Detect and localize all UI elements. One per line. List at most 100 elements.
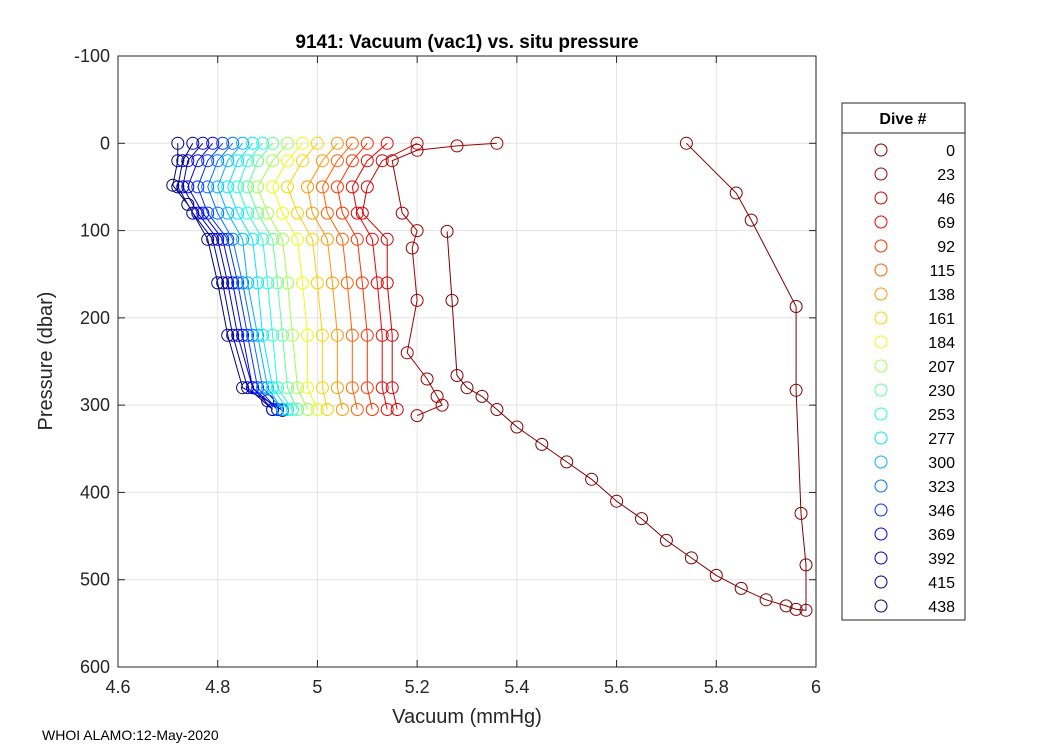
legend-label: 23: [937, 167, 955, 184]
data-point: [191, 206, 205, 220]
data-point: [385, 154, 399, 168]
series-46: [355, 136, 424, 416]
series-161: [281, 136, 334, 416]
data-point: [296, 276, 309, 290]
data-point: [679, 136, 693, 150]
data-point: [171, 180, 185, 194]
data-point: [236, 136, 250, 150]
series-line: [182, 142, 273, 410]
legend-marker: [874, 239, 888, 253]
data-point: [305, 232, 319, 246]
data-point: [435, 398, 449, 412]
data-point: [281, 403, 294, 416]
legend-marker: [874, 167, 888, 181]
data-point: [475, 389, 489, 403]
data-point: [221, 232, 235, 246]
data-point: [799, 558, 813, 572]
data-point: [330, 136, 344, 150]
series-184: [266, 136, 324, 416]
data-point: [256, 328, 270, 342]
data-point: [330, 154, 344, 168]
legend-marker: [874, 359, 888, 373]
data-point: [271, 276, 284, 290]
data-point: [375, 154, 389, 168]
data-point: [241, 180, 255, 194]
data-point: [251, 328, 265, 342]
data-point: [400, 346, 414, 360]
series-line: [391, 142, 497, 417]
series-line: [217, 142, 283, 410]
data-point: [231, 154, 245, 168]
legend-label: 207: [928, 359, 955, 376]
data-point: [360, 381, 374, 395]
legend-label: 230: [928, 383, 955, 400]
data-point: [330, 180, 344, 194]
data-point: [350, 403, 364, 416]
series-207: [251, 136, 314, 416]
series-69: [345, 136, 394, 416]
data-point: [281, 381, 294, 395]
legend-marker: [874, 191, 888, 205]
data-point: [799, 603, 813, 617]
data-point: [251, 381, 265, 395]
series-line: [257, 142, 308, 410]
legend-label: 46: [937, 191, 955, 208]
data-point: [350, 206, 364, 220]
data-point: [181, 154, 195, 168]
data-point: [440, 224, 454, 238]
y-tick-label: 400: [80, 482, 110, 502]
data-point: [281, 276, 294, 290]
data-point: [325, 276, 339, 290]
data-point: [789, 300, 803, 313]
data-point: [301, 180, 314, 194]
data-point: [385, 381, 399, 395]
legend-label: 277: [928, 431, 955, 448]
data-point: [281, 154, 294, 168]
footer-note: WHOI ALAMO:12-May-2020: [42, 727, 219, 743]
data-point: [236, 232, 250, 246]
legend-label: 369: [928, 527, 955, 544]
data-point: [535, 437, 549, 451]
data-point: [221, 180, 235, 194]
legend-label: 69: [937, 215, 955, 232]
series-line: [237, 142, 293, 410]
data-point: [635, 512, 648, 526]
y-tick-label: 500: [80, 570, 110, 590]
data-point: [355, 206, 369, 220]
data-point: [261, 381, 275, 395]
legend-marker: [874, 431, 888, 445]
data-point: [226, 136, 240, 150]
data-point: [330, 381, 344, 395]
data-point: [510, 420, 524, 434]
series-line: [207, 142, 283, 410]
data-point: [335, 232, 349, 246]
data-point: [191, 154, 205, 168]
data-point: [186, 136, 200, 150]
legend-marker: [874, 527, 888, 541]
data-point: [360, 328, 374, 342]
data-point: [345, 180, 359, 194]
data-point: [266, 136, 280, 150]
data-point: [315, 381, 329, 395]
data-point: [380, 403, 394, 416]
y-tick-label: 200: [80, 308, 110, 328]
data-point: [405, 241, 419, 255]
plot-background: [118, 56, 816, 667]
data-point: [281, 136, 294, 150]
legend-label: 300: [928, 455, 955, 472]
data-point: [276, 206, 289, 220]
data-point: [266, 381, 280, 395]
series-138: [301, 136, 349, 416]
data-point: [246, 232, 260, 246]
x-tick-label: 4.8: [205, 677, 230, 697]
data-point: [360, 154, 374, 168]
data-point: [246, 381, 260, 395]
data-point: [241, 381, 255, 395]
data-point: [355, 276, 369, 290]
data-point: [380, 232, 394, 246]
series-line: [187, 142, 278, 410]
chart-title: 9141: Vacuum (vac1) vs. situ pressure: [295, 32, 638, 53]
data-point: [560, 455, 574, 469]
data-point: [201, 206, 215, 220]
data-point: [360, 180, 374, 194]
